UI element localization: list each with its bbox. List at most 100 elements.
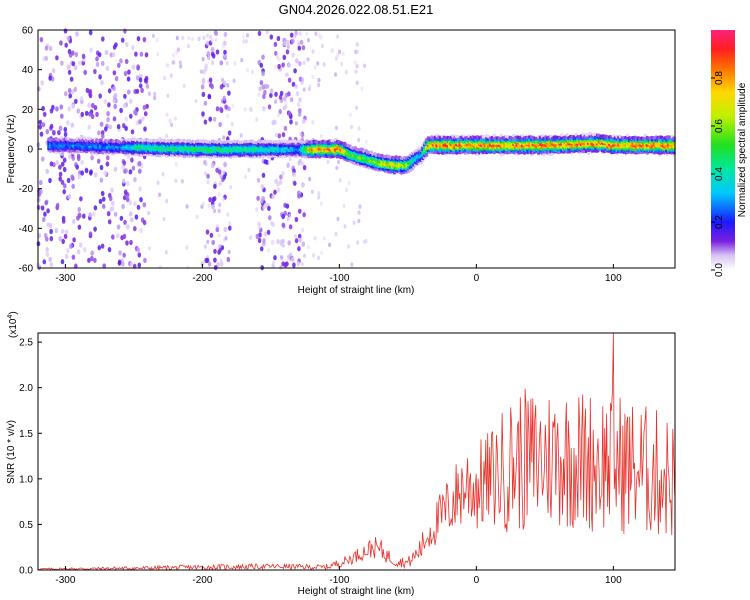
noise-cell bbox=[273, 189, 277, 195]
noise-cell bbox=[129, 113, 133, 119]
noise-cell bbox=[219, 258, 223, 263]
noise-cell bbox=[262, 238, 266, 244]
noise-cell bbox=[42, 259, 47, 265]
noise-cell bbox=[336, 216, 340, 222]
noise-cell bbox=[48, 222, 53, 229]
noise-cell bbox=[263, 89, 267, 96]
noise-cell bbox=[357, 210, 361, 215]
noise-cell bbox=[61, 238, 65, 244]
noise-cell bbox=[165, 112, 169, 117]
noise-cell bbox=[222, 170, 226, 175]
noise-cell bbox=[156, 180, 160, 185]
noise-cell bbox=[215, 49, 220, 55]
noise-cell bbox=[45, 168, 49, 174]
noise-cell bbox=[242, 39, 246, 44]
noise-cell bbox=[126, 180, 130, 186]
noise-cell bbox=[300, 261, 304, 267]
noise-cell bbox=[355, 80, 359, 86]
noise-cell bbox=[294, 121, 298, 126]
noise-cell bbox=[281, 132, 286, 138]
noise-cell bbox=[62, 189, 66, 195]
noise-cell bbox=[122, 195, 127, 201]
noise-cell bbox=[289, 119, 293, 125]
noise-cell bbox=[75, 31, 79, 37]
noise-cell bbox=[72, 218, 76, 224]
noise-cell bbox=[228, 225, 232, 231]
noise-cell bbox=[143, 77, 148, 84]
noise-cell bbox=[203, 244, 207, 249]
noise-cell bbox=[105, 65, 110, 71]
noise-cell bbox=[64, 253, 69, 259]
noise-cell bbox=[138, 168, 142, 174]
noise-cell bbox=[128, 169, 133, 175]
noise-cell bbox=[207, 94, 212, 100]
noise-cell bbox=[123, 168, 127, 174]
noise-cell bbox=[41, 122, 46, 128]
noise-cell bbox=[108, 124, 113, 130]
noise-cell bbox=[66, 120, 70, 126]
noise-cell bbox=[354, 69, 358, 74]
noise-cell bbox=[355, 42, 359, 47]
noise-cell bbox=[301, 133, 305, 138]
noise-cell bbox=[58, 171, 63, 177]
noise-cell bbox=[240, 58, 244, 63]
noise-cell bbox=[137, 161, 142, 167]
noise-cell bbox=[79, 95, 84, 101]
noise-cell bbox=[285, 203, 290, 209]
noise-cell bbox=[100, 80, 104, 86]
y-tick-label: -40 bbox=[19, 224, 34, 235]
noise-cell bbox=[298, 108, 302, 114]
noise-cell bbox=[55, 160, 59, 166]
noise-cell bbox=[143, 126, 147, 132]
noise-cell bbox=[219, 106, 223, 112]
noise-cell bbox=[222, 80, 227, 86]
noise-cell bbox=[320, 43, 324, 49]
noise-cell bbox=[36, 197, 41, 203]
noise-cell bbox=[352, 220, 356, 225]
noise-cell bbox=[161, 172, 165, 177]
noise-cell bbox=[294, 238, 299, 244]
noise-cell bbox=[317, 195, 321, 200]
noise-cell bbox=[221, 197, 225, 202]
noise-cell bbox=[200, 261, 205, 267]
noise-cell bbox=[101, 60, 105, 66]
snr-y-label: SNR (10 * v/v) bbox=[6, 420, 17, 484]
x-tick-label: -300 bbox=[55, 273, 75, 284]
ridge-layer bbox=[47, 132, 676, 175]
noise-cell bbox=[76, 108, 81, 114]
noise-cell bbox=[174, 178, 178, 183]
noise-cell bbox=[164, 250, 168, 255]
noise-cell bbox=[177, 47, 180, 52]
noise-cell bbox=[40, 205, 45, 211]
noise-cell bbox=[158, 265, 162, 270]
noise-cell bbox=[204, 171, 207, 176]
noise-cell bbox=[200, 84, 205, 90]
noise-cell bbox=[288, 156, 292, 162]
noise-cell bbox=[286, 217, 290, 222]
noise-cell bbox=[64, 91, 68, 97]
noise-cell bbox=[168, 118, 172, 124]
ridge-cell bbox=[625, 133, 630, 138]
noise-cell bbox=[257, 177, 261, 183]
noise-cell bbox=[207, 261, 212, 267]
noise-cell bbox=[222, 135, 226, 140]
noise-cell bbox=[305, 31, 309, 36]
noise-cell bbox=[74, 98, 78, 104]
noise-cell bbox=[166, 93, 170, 99]
noise-cell bbox=[345, 187, 348, 193]
noise-cell bbox=[195, 214, 199, 219]
noise-cell bbox=[175, 50, 179, 55]
noise-cell bbox=[102, 263, 106, 269]
noise-cell bbox=[171, 52, 175, 58]
x-tick-label: -100 bbox=[329, 273, 349, 284]
noise-cell bbox=[71, 254, 76, 260]
noise-cell bbox=[88, 212, 92, 218]
noise-cell bbox=[302, 60, 306, 65]
noise-cell bbox=[55, 202, 60, 208]
noise-cell bbox=[287, 63, 291, 68]
noise-cell bbox=[263, 231, 268, 237]
colorbar-ticks: 0.0 0.2 0.4 0.6 0.8 bbox=[711, 71, 725, 277]
noise-cell bbox=[71, 61, 76, 67]
noise-cell bbox=[279, 265, 283, 270]
noise-cell bbox=[215, 106, 220, 112]
